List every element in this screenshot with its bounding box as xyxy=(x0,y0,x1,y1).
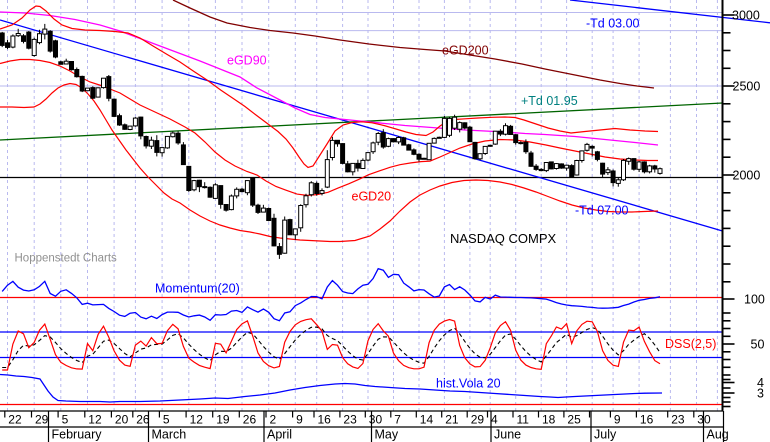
svg-text:5: 5 xyxy=(163,413,170,427)
svg-text:3: 3 xyxy=(757,387,764,401)
svg-text:2500: 2500 xyxy=(733,80,761,94)
svg-text:25: 25 xyxy=(567,413,581,427)
svg-text:2000: 2000 xyxy=(733,169,761,183)
svg-text:NASDAQ COMPX: NASDAQ COMPX xyxy=(450,231,557,246)
svg-text:29: 29 xyxy=(471,413,485,427)
svg-text:30: 30 xyxy=(697,413,711,427)
svg-text:DSS(2,5): DSS(2,5) xyxy=(665,337,716,351)
svg-text:eGD20: eGD20 xyxy=(352,190,392,204)
svg-text:9: 9 xyxy=(296,413,303,427)
svg-text:Hoppenstedt Charts: Hoppenstedt Charts xyxy=(15,253,118,265)
svg-text:Momentum(20): Momentum(20) xyxy=(155,282,240,296)
svg-text:February: February xyxy=(52,428,103,442)
svg-text:Aug: Aug xyxy=(707,428,729,442)
svg-text:-Td 07.00: -Td 07.00 xyxy=(575,204,629,218)
svg-text:26: 26 xyxy=(136,413,150,427)
svg-text:2: 2 xyxy=(270,413,277,427)
svg-text:12: 12 xyxy=(190,413,204,427)
svg-text:July: July xyxy=(594,428,617,442)
svg-text:23: 23 xyxy=(343,413,357,427)
svg-text:7: 7 xyxy=(394,413,401,427)
svg-text:4: 4 xyxy=(757,376,764,390)
svg-text:21: 21 xyxy=(445,413,459,427)
svg-text:4: 4 xyxy=(491,413,498,427)
svg-text:12: 12 xyxy=(88,413,102,427)
svg-text:16: 16 xyxy=(640,413,654,427)
svg-text:+Td 01.95: +Td 01.95 xyxy=(521,94,578,108)
svg-text:19: 19 xyxy=(216,413,230,427)
svg-text:9: 9 xyxy=(614,413,621,427)
svg-text:March: March xyxy=(152,428,187,442)
svg-text:June: June xyxy=(494,428,521,442)
svg-text:14: 14 xyxy=(420,413,434,427)
svg-text:-Td 03.00: -Td 03.00 xyxy=(586,17,640,31)
svg-text:May: May xyxy=(375,428,399,442)
svg-text:29: 29 xyxy=(35,413,49,427)
svg-text:eGD200: eGD200 xyxy=(442,44,489,58)
svg-text:eGD90: eGD90 xyxy=(227,54,267,68)
svg-text:30: 30 xyxy=(369,413,383,427)
svg-text:11: 11 xyxy=(517,413,530,427)
svg-text:23: 23 xyxy=(671,413,685,427)
svg-text:5: 5 xyxy=(62,413,69,427)
svg-text:hist.Vola 20: hist.Vola 20 xyxy=(436,377,501,391)
svg-text:20: 20 xyxy=(115,413,129,427)
svg-text:16: 16 xyxy=(318,413,332,427)
svg-text:22: 22 xyxy=(8,413,22,427)
svg-text:50: 50 xyxy=(751,338,765,352)
svg-text:18: 18 xyxy=(542,413,556,427)
svg-text:April: April xyxy=(267,428,292,442)
svg-text:26: 26 xyxy=(243,413,257,427)
svg-text:3000: 3000 xyxy=(732,9,760,23)
svg-text:100: 100 xyxy=(744,293,765,307)
